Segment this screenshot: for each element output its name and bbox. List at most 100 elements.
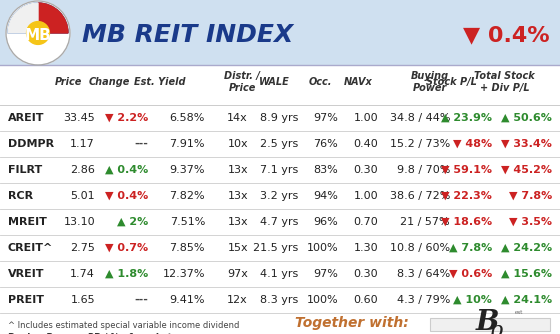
- Text: 0.60: 0.60: [353, 295, 378, 305]
- Text: MREIT: MREIT: [8, 217, 47, 227]
- Text: 13.10: 13.10: [63, 217, 95, 227]
- Text: 3.2 yrs: 3.2 yrs: [260, 191, 298, 201]
- Wedge shape: [38, 3, 68, 33]
- Text: MB REIT INDEX: MB REIT INDEX: [82, 23, 293, 47]
- Text: 15.2 / 73%: 15.2 / 73%: [390, 139, 450, 149]
- Wedge shape: [8, 3, 68, 33]
- Text: ▼ 18.6%: ▼ 18.6%: [441, 217, 492, 227]
- Text: 0.40: 0.40: [353, 139, 378, 149]
- Text: ▼ 33.4%: ▼ 33.4%: [501, 139, 552, 149]
- Text: 1.00: 1.00: [353, 191, 378, 201]
- Text: 13x: 13x: [227, 165, 248, 175]
- Text: ▲ 24.2%: ▲ 24.2%: [501, 243, 552, 253]
- Text: 7.82%: 7.82%: [169, 191, 205, 201]
- Text: ▼ 0.4%: ▼ 0.4%: [463, 25, 550, 45]
- Text: Buying Power:  ₱B / % of marketcap: Buying Power: ₱B / % of marketcap: [8, 333, 190, 334]
- Text: 34.8 / 44%: 34.8 / 44%: [390, 113, 450, 123]
- Text: 1.30: 1.30: [353, 243, 378, 253]
- Text: 2.86: 2.86: [70, 165, 95, 175]
- Text: p: p: [488, 320, 502, 334]
- Text: 9.37%: 9.37%: [170, 165, 205, 175]
- FancyBboxPatch shape: [0, 0, 560, 65]
- Text: 83%: 83%: [313, 165, 338, 175]
- Text: 33.45: 33.45: [63, 113, 95, 123]
- Text: 1.65: 1.65: [71, 295, 95, 305]
- Text: ▼ 2.2%: ▼ 2.2%: [105, 113, 148, 123]
- Text: 1.17: 1.17: [70, 139, 95, 149]
- Text: DDMPR: DDMPR: [8, 139, 54, 149]
- Text: 76%: 76%: [313, 139, 338, 149]
- Text: 9.41%: 9.41%: [170, 295, 205, 305]
- Text: 100%: 100%: [306, 295, 338, 305]
- Text: 38.6 / 72%: 38.6 / 72%: [390, 191, 450, 201]
- Text: 12.37%: 12.37%: [162, 269, 205, 279]
- Text: ▲ 7.8%: ▲ 7.8%: [449, 243, 492, 253]
- Text: 12x: 12x: [227, 295, 248, 305]
- Text: ▲ 0.4%: ▲ 0.4%: [105, 165, 148, 175]
- Text: 6.58%: 6.58%: [170, 113, 205, 123]
- Text: Together with:: Together with:: [295, 317, 409, 331]
- Text: 13x: 13x: [227, 217, 248, 227]
- Text: B: B: [475, 309, 499, 334]
- Text: 10x: 10x: [227, 139, 248, 149]
- Text: 7.1 yrs: 7.1 yrs: [260, 165, 298, 175]
- Text: 7.51%: 7.51%: [170, 217, 205, 227]
- Text: 7.85%: 7.85%: [170, 243, 205, 253]
- Text: 97%: 97%: [313, 113, 338, 123]
- Text: 5.01: 5.01: [71, 191, 95, 201]
- Text: 4.3 / 79%: 4.3 / 79%: [396, 295, 450, 305]
- Text: 1.74: 1.74: [70, 269, 95, 279]
- Text: Distr. /
Price: Distr. / Price: [224, 71, 260, 93]
- Text: 96%: 96%: [313, 217, 338, 227]
- Text: RCR: RCR: [8, 191, 33, 201]
- Text: 1.00: 1.00: [353, 113, 378, 123]
- Text: ▼ 0.6%: ▼ 0.6%: [449, 269, 492, 279]
- Text: ▲ 23.9%: ▲ 23.9%: [441, 113, 492, 123]
- Text: 94%: 94%: [313, 191, 338, 201]
- Text: WALE: WALE: [259, 77, 290, 87]
- Wedge shape: [8, 3, 38, 33]
- Text: ▲ 10%: ▲ 10%: [453, 295, 492, 305]
- Text: 13x: 13x: [227, 191, 248, 201]
- Text: ▼ 0.4%: ▼ 0.4%: [105, 191, 148, 201]
- Text: ▼ 3.5%: ▼ 3.5%: [509, 217, 552, 227]
- Text: 10.8 / 60%: 10.8 / 60%: [390, 243, 450, 253]
- Text: MB: MB: [25, 28, 52, 43]
- Circle shape: [27, 22, 49, 44]
- Text: 8.3 yrs: 8.3 yrs: [260, 295, 298, 305]
- Text: 0.70: 0.70: [353, 217, 378, 227]
- Text: ▲ 15.6%: ▲ 15.6%: [501, 269, 552, 279]
- Text: Buying
Power: Buying Power: [411, 71, 449, 93]
- Text: ▼ 48%: ▼ 48%: [453, 139, 492, 149]
- Text: 9.8 / 70%: 9.8 / 70%: [396, 165, 450, 175]
- Text: 97%: 97%: [313, 269, 338, 279]
- Text: Total Stock
+ Div P/L: Total Stock + Div P/L: [474, 71, 535, 93]
- Text: 14x: 14x: [227, 113, 248, 123]
- Text: 97x: 97x: [227, 269, 248, 279]
- Text: CREIT^: CREIT^: [8, 243, 53, 253]
- Text: Change: Change: [88, 77, 130, 87]
- Text: 8.9 yrs: 8.9 yrs: [260, 113, 298, 123]
- Text: FILRT: FILRT: [8, 165, 42, 175]
- Text: PREIT: PREIT: [8, 295, 44, 305]
- Text: 4.7 yrs: 4.7 yrs: [260, 217, 298, 227]
- FancyBboxPatch shape: [0, 65, 560, 334]
- Text: ^ Includes estimated special variable income dividend: ^ Includes estimated special variable in…: [8, 321, 239, 330]
- Text: ▼ 22.3%: ▼ 22.3%: [441, 191, 492, 201]
- Text: est: est: [515, 310, 524, 315]
- Text: VREIT: VREIT: [8, 269, 44, 279]
- Text: ▲ 24.1%: ▲ 24.1%: [501, 295, 552, 305]
- Text: NAVx: NAVx: [344, 77, 373, 87]
- Text: AREIT: AREIT: [8, 113, 44, 123]
- Text: 21.5 yrs: 21.5 yrs: [253, 243, 298, 253]
- Text: Est. Yield: Est. Yield: [134, 77, 186, 87]
- Text: ▼ 45.2%: ▼ 45.2%: [501, 165, 552, 175]
- Text: 2.5 yrs: 2.5 yrs: [260, 139, 298, 149]
- Circle shape: [6, 1, 70, 65]
- Text: 21 / 57%: 21 / 57%: [400, 217, 450, 227]
- Text: ▲ 1.8%: ▲ 1.8%: [105, 269, 148, 279]
- Text: ▼ 59.1%: ▼ 59.1%: [441, 165, 492, 175]
- Text: 0.30: 0.30: [353, 165, 378, 175]
- Text: Stock P/L: Stock P/L: [426, 77, 477, 87]
- Text: ▲ 50.6%: ▲ 50.6%: [501, 113, 552, 123]
